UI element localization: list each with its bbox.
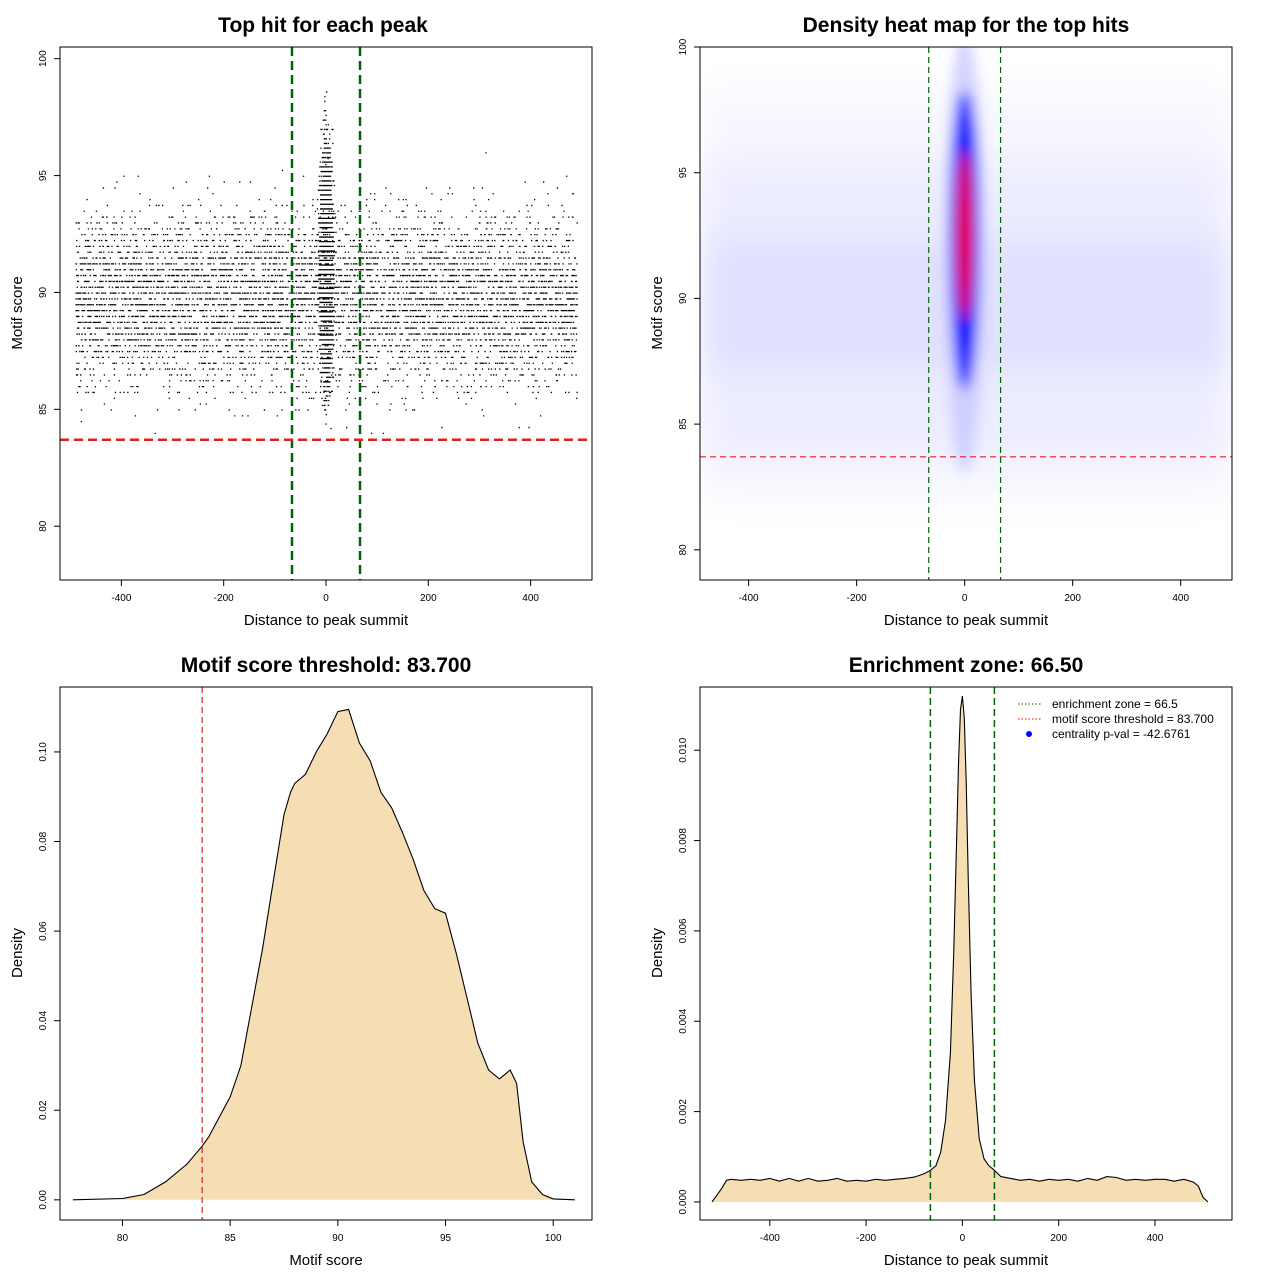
x-tick-label: 100 xyxy=(545,1233,562,1244)
y-axis-label: Density xyxy=(649,927,666,978)
y-tick-label: 0.006 xyxy=(678,918,689,943)
x-axis-label: Motif score xyxy=(289,1252,362,1269)
axes: -400 -200 0 200 400 80 85 90 95 100 xyxy=(38,50,539,604)
legend: enrichment zone = 66.5 motif score thres… xyxy=(1018,697,1214,741)
y-tick-label: 0.02 xyxy=(38,1100,49,1120)
x-tick-label: 400 xyxy=(522,593,539,604)
x-tick-label: 0 xyxy=(962,593,968,604)
x-axis-label: Distance to peak summit xyxy=(884,1252,1049,1269)
panel-enrichment-zone-density: Enrichment zone: 66.50 -400 -200 0 200 400 0.… xyxy=(649,654,1233,1269)
density-area xyxy=(711,695,1209,1203)
x-tick-label: 0 xyxy=(323,593,329,604)
y-tick-label: 0.010 xyxy=(678,737,689,762)
y-tick-label: 0.002 xyxy=(678,1099,689,1124)
legend-label: motif score threshold = 83.700 xyxy=(1052,712,1214,726)
y-tick-label: 0.008 xyxy=(678,828,689,853)
plot-frame xyxy=(59,46,593,581)
x-tick-label: 200 xyxy=(1050,1233,1067,1244)
y-tick-label: 90 xyxy=(38,286,49,298)
x-tick-label: 200 xyxy=(1064,593,1081,604)
y-tick-label: 0.08 xyxy=(38,831,49,851)
heatmap-hotspot xyxy=(944,47,985,474)
scatter-points xyxy=(75,91,578,435)
y-axis-label: Motif score xyxy=(649,276,666,349)
heatmap-core xyxy=(944,47,985,474)
y-axis-label: Motif score xyxy=(9,276,26,349)
legend-swatch-centrality xyxy=(1026,731,1032,737)
y-tick-label: 80 xyxy=(678,544,689,556)
chart-title: Density heat map for the top hits xyxy=(803,14,1130,37)
y-tick-label: 95 xyxy=(38,170,49,182)
y-tick-label: 0.10 xyxy=(38,742,49,762)
plot-frame xyxy=(699,46,1233,581)
y-tick-label: 0.004 xyxy=(678,1008,689,1033)
reference-lines xyxy=(60,47,592,580)
density-area xyxy=(72,708,575,1201)
density-curve xyxy=(711,695,1209,1203)
reference-lines xyxy=(700,47,1232,580)
y-tick-label: 100 xyxy=(678,38,689,55)
x-tick-label: -200 xyxy=(856,1233,876,1244)
x-tick-label: -200 xyxy=(214,593,234,604)
x-tick-label: 85 xyxy=(225,1233,237,1244)
y-tick-label: 90 xyxy=(678,292,689,304)
density-curve xyxy=(72,708,575,1201)
y-tick-label: 0.04 xyxy=(38,1011,49,1031)
reference-lines xyxy=(929,687,996,1220)
x-tick-label: 0 xyxy=(960,1233,966,1244)
x-tick-label: 95 xyxy=(440,1233,452,1244)
x-tick-label: 400 xyxy=(1172,593,1189,604)
chart-title: Enrichment zone: 66.50 xyxy=(849,654,1084,677)
heatmap-red-zone xyxy=(956,150,973,321)
y-tick-label: 85 xyxy=(678,418,689,430)
x-tick-label: 400 xyxy=(1147,1233,1164,1244)
panel-top-hit-scatter: Top hit for each peak -400 -200 0 200 400 80 8… xyxy=(9,14,593,629)
x-tick-label: 80 xyxy=(117,1233,129,1244)
x-tick-label: -400 xyxy=(739,593,759,604)
density-fill xyxy=(712,696,1208,1202)
plot-frame xyxy=(59,686,593,1221)
y-tick-label: 80 xyxy=(38,520,49,532)
y-tick-label: 95 xyxy=(678,167,689,179)
legend-label: enrichment zone = 66.5 xyxy=(1052,697,1178,711)
axes: -400 -200 0 200 400 0.000 0.002 0.004 0.006 0.008… xyxy=(678,737,1164,1244)
y-tick-label: 85 xyxy=(38,403,49,415)
scatter-point-cloud xyxy=(75,91,578,435)
plot-frame xyxy=(699,686,1233,1221)
y-tick-label: 100 xyxy=(38,50,49,67)
x-axis-label: Distance to peak summit xyxy=(244,612,409,629)
chart-title: Motif score threshold: 83.700 xyxy=(181,654,472,677)
x-tick-label: -400 xyxy=(760,1233,780,1244)
y-tick-label: 0.000 xyxy=(678,1189,689,1214)
legend-label: centrality p-val = -42.6761 xyxy=(1052,727,1191,741)
density-fill xyxy=(72,709,575,1200)
x-axis-label: Distance to peak summit xyxy=(884,612,1049,629)
axes: 80 85 90 95 100 0.00 0.02 0.04 0.06 0.08 0.10 xyxy=(38,742,562,1244)
panel-density-heatmap: Density heat map for the top hits -400 -2… xyxy=(649,14,1233,629)
y-axis-label: Density xyxy=(9,927,26,978)
panel-motif-score-density: Motif score threshold: 83.700 80 85 90 95 10… xyxy=(9,654,593,1269)
heatmap-layer xyxy=(700,47,1232,580)
y-tick-label: 0.06 xyxy=(38,921,49,941)
x-tick-label: -200 xyxy=(847,593,867,604)
axes: -400 -200 0 200 400 80 85 90 95 100 xyxy=(678,38,1189,604)
y-tick-label: 0.00 xyxy=(38,1190,49,1210)
chart-title: Top hit for each peak xyxy=(218,14,428,37)
x-tick-label: -400 xyxy=(111,593,131,604)
x-tick-label: 200 xyxy=(420,593,437,604)
x-tick-label: 90 xyxy=(332,1233,344,1244)
